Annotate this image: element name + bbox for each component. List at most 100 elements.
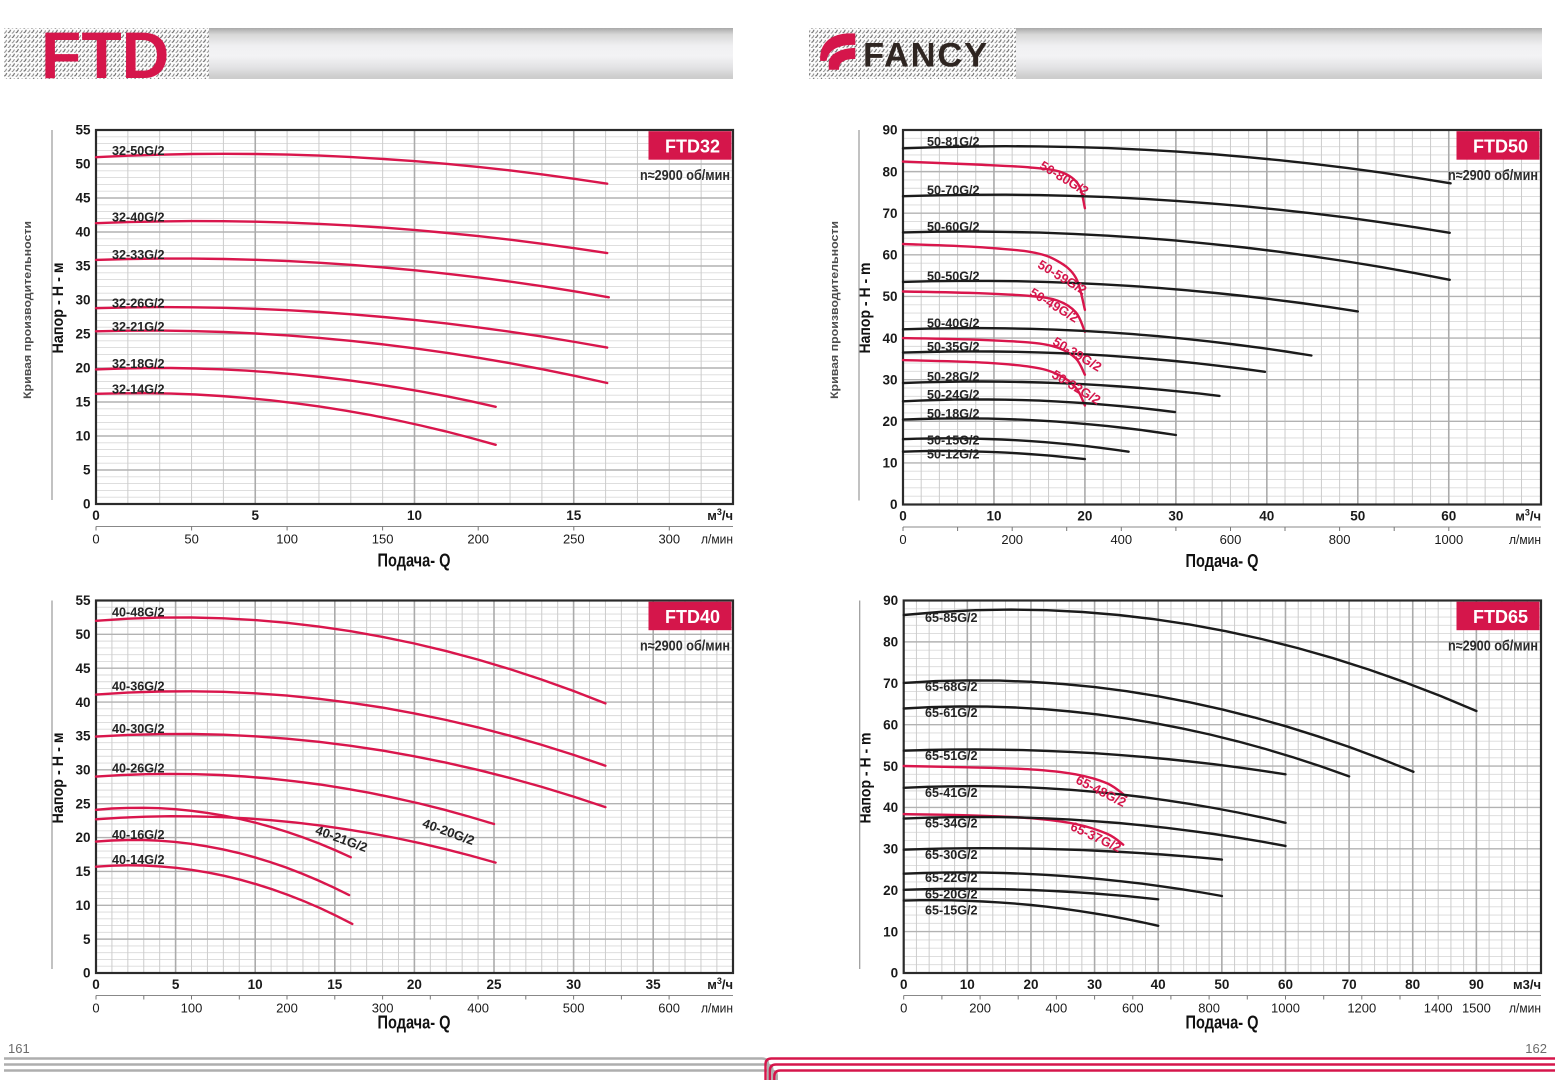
svg-text:30: 30 — [1168, 509, 1183, 524]
svg-text:15: 15 — [75, 864, 91, 879]
svg-text:Кривая производительности: Кривая производительности — [829, 221, 841, 399]
svg-text:65-61G/2: 65-61G/2 — [925, 706, 978, 720]
svg-text:10: 10 — [248, 977, 263, 992]
svg-text:0: 0 — [83, 497, 91, 512]
svg-text:0: 0 — [92, 1001, 99, 1016]
svg-text:0: 0 — [899, 509, 907, 524]
svg-text:65-22G/2: 65-22G/2 — [925, 871, 978, 885]
svg-text:50: 50 — [1350, 509, 1365, 524]
svg-text:0: 0 — [900, 1001, 907, 1016]
svg-text:35: 35 — [75, 259, 91, 274]
svg-text:200: 200 — [969, 1001, 991, 1016]
svg-text:n≈2900 об/мин: n≈2900 об/мин — [640, 168, 730, 184]
svg-text:90: 90 — [882, 123, 897, 138]
svg-text:35: 35 — [75, 729, 91, 744]
svg-text:50-81G/2: 50-81G/2 — [927, 135, 980, 149]
svg-text:л/мин: л/мин — [1509, 1001, 1541, 1016]
svg-text:n≈2900 об/мин: n≈2900 об/мин — [1448, 639, 1538, 655]
svg-text:20: 20 — [75, 361, 90, 376]
svg-text:FTD50: FTD50 — [1473, 137, 1528, 157]
svg-text:100: 100 — [181, 1001, 203, 1016]
svg-text:40: 40 — [883, 800, 898, 815]
svg-text:40-48G/2: 40-48G/2 — [112, 605, 165, 619]
svg-text:65-30G/2: 65-30G/2 — [925, 848, 978, 862]
svg-text:FANCY: FANCY — [863, 37, 989, 75]
svg-text:200: 200 — [467, 532, 489, 547]
svg-text:n≈2900 об/мин: n≈2900 об/мин — [1448, 168, 1538, 184]
svg-text:0: 0 — [900, 977, 908, 992]
svg-text:FTD32: FTD32 — [665, 137, 720, 157]
svg-text:м3/ч: м3/ч — [1515, 508, 1541, 524]
svg-text:Подача- Q: Подача- Q — [378, 551, 451, 571]
svg-text:м3/ч: м3/ч — [707, 507, 733, 523]
svg-text:1000: 1000 — [1434, 532, 1463, 547]
svg-text:15: 15 — [75, 395, 91, 410]
svg-text:л/мин: л/мин — [701, 532, 733, 547]
svg-text:Кривая производительности: Кривая производительности — [22, 221, 34, 399]
svg-text:0: 0 — [92, 977, 100, 992]
svg-text:0: 0 — [890, 497, 898, 512]
svg-text:10: 10 — [407, 508, 422, 523]
svg-text:30: 30 — [566, 977, 581, 992]
svg-text:10: 10 — [882, 456, 897, 471]
svg-text:65-51G/2: 65-51G/2 — [925, 749, 978, 763]
svg-text:Подача- Q: Подача- Q — [1186, 1013, 1259, 1033]
svg-text:40-14G/2: 40-14G/2 — [112, 853, 165, 867]
svg-text:50-28G/2: 50-28G/2 — [927, 370, 980, 384]
svg-text:32-40G/2: 32-40G/2 — [112, 211, 165, 225]
svg-text:25: 25 — [486, 977, 502, 992]
svg-text:60: 60 — [882, 248, 897, 263]
svg-text:600: 600 — [1122, 1001, 1144, 1016]
svg-text:1400: 1400 — [1424, 1001, 1453, 1016]
svg-text:25: 25 — [75, 796, 91, 811]
svg-text:65-20G/2: 65-20G/2 — [925, 888, 978, 902]
svg-text:40-36G/2: 40-36G/2 — [112, 679, 165, 693]
svg-text:500: 500 — [563, 1001, 585, 1016]
svg-text:40-30G/2: 40-30G/2 — [112, 722, 165, 736]
svg-text:162: 162 — [1525, 1041, 1547, 1056]
svg-text:1000: 1000 — [1271, 1001, 1300, 1016]
svg-text:600: 600 — [658, 1001, 680, 1016]
svg-text:Напор - H - m: Напор - H - m — [858, 733, 875, 824]
svg-text:45: 45 — [75, 191, 91, 206]
svg-text:15: 15 — [566, 508, 582, 523]
svg-text:40-16G/2: 40-16G/2 — [112, 828, 165, 842]
svg-text:40: 40 — [1259, 509, 1274, 524]
svg-text:70: 70 — [1342, 977, 1357, 992]
svg-text:1500: 1500 — [1462, 1001, 1491, 1016]
svg-text:50: 50 — [1214, 977, 1229, 992]
svg-text:20: 20 — [407, 977, 422, 992]
svg-text:400: 400 — [1046, 1001, 1068, 1016]
svg-text:100: 100 — [276, 532, 298, 547]
svg-text:80: 80 — [1405, 977, 1420, 992]
svg-text:80: 80 — [882, 164, 897, 179]
svg-text:20: 20 — [882, 414, 897, 429]
svg-text:л/мин: л/мин — [701, 1001, 733, 1016]
svg-text:50: 50 — [184, 532, 198, 547]
svg-text:5: 5 — [83, 463, 91, 478]
svg-text:50: 50 — [883, 759, 898, 774]
svg-text:1200: 1200 — [1347, 1001, 1376, 1016]
svg-text:0: 0 — [92, 508, 100, 523]
svg-text:65-34G/2: 65-34G/2 — [925, 817, 978, 831]
svg-text:40: 40 — [882, 331, 897, 346]
svg-text:161: 161 — [8, 1041, 30, 1056]
svg-text:20: 20 — [1023, 977, 1038, 992]
svg-text:10: 10 — [960, 977, 975, 992]
svg-text:30: 30 — [75, 763, 90, 778]
svg-text:Напор - H - m: Напор - H - m — [857, 263, 874, 354]
svg-text:60: 60 — [1441, 509, 1456, 524]
svg-text:0: 0 — [83, 966, 91, 981]
svg-text:32-14G/2: 32-14G/2 — [112, 382, 165, 396]
svg-text:32-21G/2: 32-21G/2 — [112, 320, 165, 334]
svg-text:50-80G/2: 50-80G/2 — [1037, 158, 1091, 199]
svg-text:400: 400 — [1110, 532, 1132, 547]
svg-text:55: 55 — [75, 593, 91, 608]
svg-text:50: 50 — [75, 157, 90, 172]
svg-text:40: 40 — [1151, 977, 1166, 992]
svg-text:5: 5 — [251, 508, 259, 523]
svg-text:90: 90 — [1469, 977, 1484, 992]
svg-text:90: 90 — [883, 593, 898, 608]
svg-text:300: 300 — [372, 1001, 394, 1016]
svg-text:50-24G/2: 50-24G/2 — [927, 388, 980, 402]
